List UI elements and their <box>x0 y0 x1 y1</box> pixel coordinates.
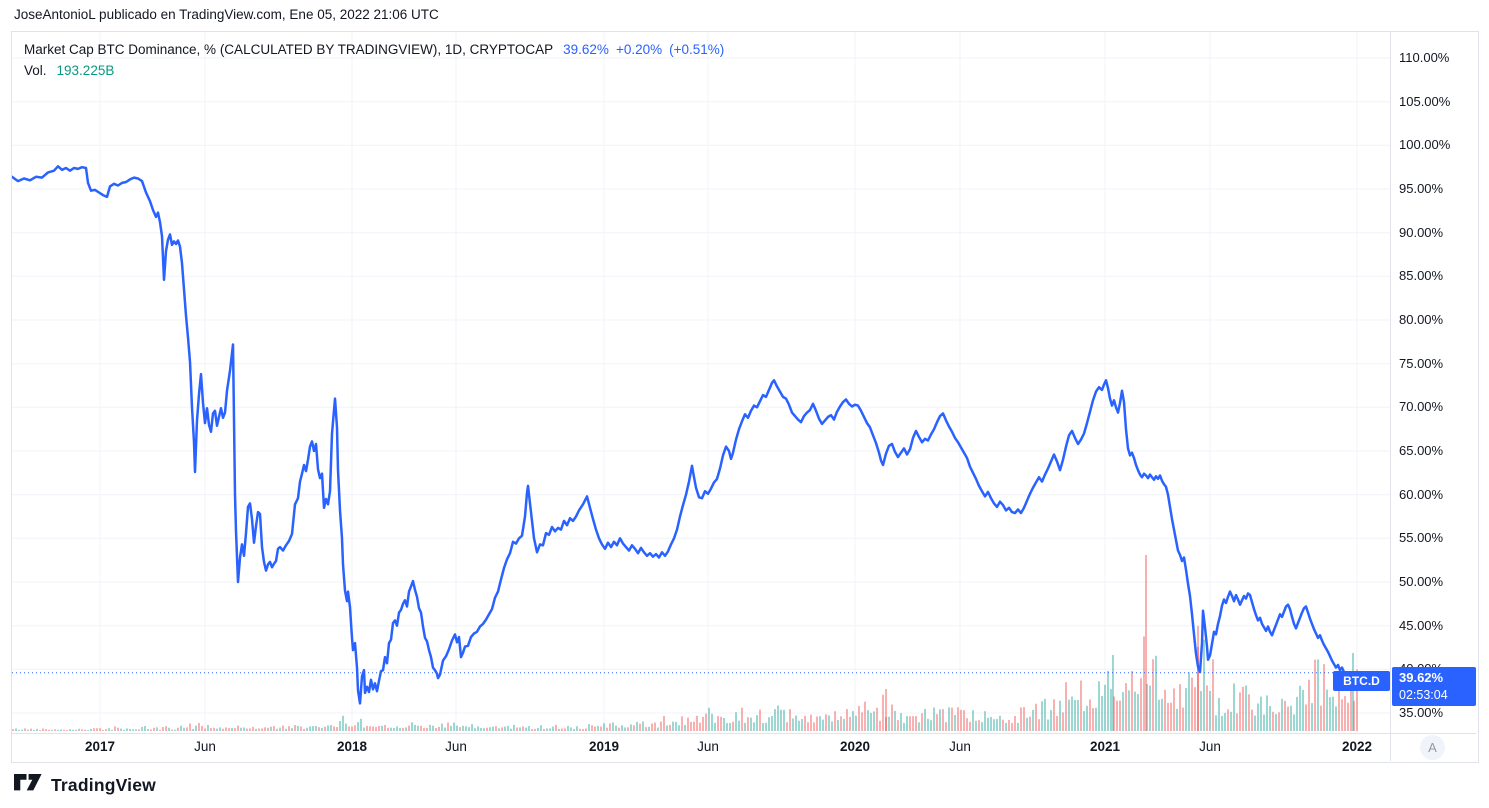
time-axis-label: 2022 <box>1341 739 1373 754</box>
time-axis-label: Jun <box>194 739 216 754</box>
last-price-value: 39.62% <box>563 42 609 57</box>
price-change-pct: (+0.51%) <box>669 42 725 57</box>
price-axis-label: 55.00% <box>1399 530 1444 545</box>
time-axis-label: 2020 <box>839 739 871 754</box>
symbol-title: Market Cap BTC Dominance, % (CALCULATED … <box>24 42 554 57</box>
price-axis-label: 75.00% <box>1399 356 1444 371</box>
auto-scale-button[interactable]: A <box>1420 735 1445 760</box>
price-axis-label: 100.00% <box>1399 137 1451 152</box>
volume-value: 193.225B <box>56 63 115 78</box>
bar-countdown-timer: 02:53:04 <box>1399 688 1448 702</box>
price-axis-label: 70.00% <box>1399 399 1444 414</box>
time-axis-label: Jun <box>697 739 719 754</box>
time-axis-label: 2019 <box>588 739 620 754</box>
price-change-abs: +0.20% <box>615 42 663 57</box>
axis-corner: A <box>1390 734 1477 761</box>
time-axis-label: 2021 <box>1089 739 1121 754</box>
time-axis[interactable]: 2017 Jun 2018 Jun 2019 Jun 2020 Jun 2021 Jun 2022 … <box>12 733 1476 761</box>
attribution-text: JoseAntonioL publicado en TradingView.co… <box>14 7 439 22</box>
chart-pane[interactable]: Market Cap BTC Dominance, % (CALCULATED … <box>12 32 1390 733</box>
price-axis[interactable]: 110.00% 105.00% 100.00% 95.00% 90.00% 85.00% 8… <box>1390 32 1477 733</box>
price-axis-label: 35.00% <box>1399 705 1444 720</box>
legend-title-row: Market Cap BTC Dominance, % (CALCULATED … <box>24 39 724 60</box>
tradingview-logo-text: TradingView <box>51 774 156 795</box>
current-price-label: 39.62% 02:53:04 <box>1392 667 1476 706</box>
time-axis-label: Jun <box>949 739 971 754</box>
price-axis-label: 50.00% <box>1399 574 1444 589</box>
chart-legend: Market Cap BTC Dominance, % (CALCULATED … <box>24 39 724 81</box>
time-axis-label: 2017 <box>84 739 116 754</box>
price-chart-canvas[interactable] <box>12 32 1390 733</box>
price-axis-label: 60.00% <box>1399 487 1444 502</box>
tradingview-logo[interactable]: TradingView <box>14 774 156 796</box>
chart-widget: Market Cap BTC Dominance, % (CALCULATED … <box>11 31 1479 763</box>
price-axis-label: 110.00% <box>1399 50 1450 65</box>
price-axis-label: 85.00% <box>1399 268 1444 283</box>
time-axis-label: 2018 <box>336 739 368 754</box>
price-axis-label: 65.00% <box>1399 443 1444 458</box>
symbol-badge: BTC.D <box>1333 671 1390 691</box>
price-axis-label: 95.00% <box>1399 181 1444 196</box>
price-axis-label: 80.00% <box>1399 312 1444 327</box>
tradingview-logo-icon <box>14 774 42 796</box>
time-axis-label: Jun <box>445 739 467 754</box>
volume-label: Vol. <box>24 63 47 78</box>
price-axis-label: 45.00% <box>1399 618 1444 633</box>
current-price-value: 39.62% <box>1399 670 1444 685</box>
time-axis-label: Jun <box>1199 739 1221 754</box>
legend-volume-row: Vol. 193.225B <box>24 60 724 81</box>
price-axis-label: 90.00% <box>1399 225 1444 240</box>
price-axis-label: 105.00% <box>1399 94 1451 109</box>
